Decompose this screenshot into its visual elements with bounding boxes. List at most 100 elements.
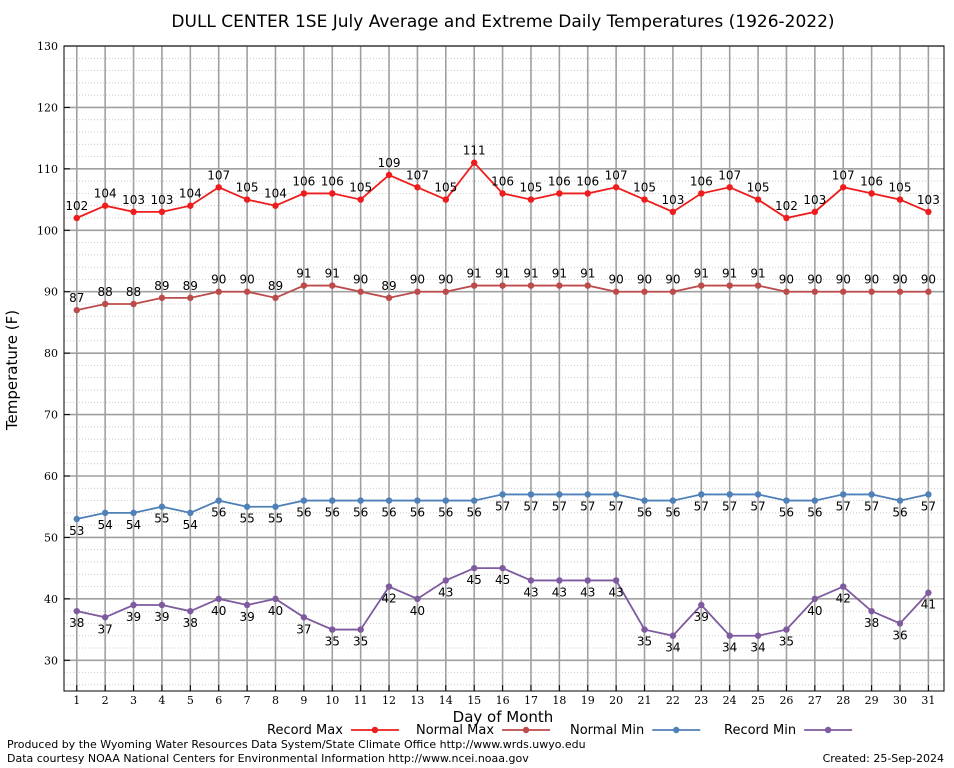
legend: Record Max Normal Max Normal Min Record Min	[267, 723, 853, 738]
data-label: 91	[552, 267, 567, 281]
data-point	[811, 497, 819, 504]
data-label: 34	[722, 641, 737, 655]
x-tick-label: 21	[638, 694, 652, 707]
data-label: 107	[406, 168, 429, 182]
data-point	[329, 282, 336, 289]
data-label: 38	[69, 616, 84, 630]
data-label: 56	[211, 506, 226, 520]
data-label: 103	[150, 193, 173, 207]
data-label: 90	[779, 273, 794, 287]
data-point	[641, 196, 648, 203]
data-label: 55	[239, 512, 254, 526]
data-label: 56	[665, 506, 680, 520]
x-tick-label: 16	[496, 694, 510, 707]
data-point	[101, 614, 109, 621]
data-point	[840, 583, 847, 590]
data-point	[754, 196, 762, 203]
data-point	[357, 497, 364, 504]
y-tick-label: 110	[37, 163, 58, 176]
data-label: 57	[694, 499, 709, 513]
data-label: 90	[353, 273, 368, 287]
data-point	[272, 595, 279, 603]
x-tick-label: 14	[439, 694, 453, 707]
x-tick-label: 10	[325, 694, 339, 707]
data-point	[868, 190, 875, 197]
data-label: 56	[410, 506, 425, 520]
data-point	[840, 288, 847, 295]
data-label: 111	[463, 144, 486, 158]
data-point	[385, 583, 393, 590]
data-label: 45	[467, 573, 482, 587]
data-label: 87	[69, 291, 84, 305]
data-point	[414, 595, 421, 603]
data-point	[101, 509, 109, 517]
x-tick-label: 1	[73, 694, 80, 707]
data-label: 56	[467, 506, 482, 520]
grid	[64, 45, 944, 691]
data-label: 43	[580, 585, 595, 599]
series-group: 102 104 103 103 104 107 105 104 106 106 105 109 107 1…	[65, 144, 940, 655]
data-label: 55	[268, 512, 283, 526]
data-point	[329, 626, 336, 633]
data-point	[726, 282, 733, 289]
x-tick-label: 3	[130, 694, 137, 707]
data-point	[896, 288, 904, 295]
data-label: 90	[836, 273, 851, 287]
data-point	[243, 288, 251, 295]
legend-item: Normal Max	[416, 723, 551, 738]
data-label: 91	[750, 267, 765, 281]
data-label: 56	[807, 506, 822, 520]
x-axis-label: Day of Month	[453, 708, 554, 726]
x-tick-label: 20	[609, 694, 623, 707]
data-label: 42	[381, 592, 396, 606]
data-point	[754, 491, 762, 498]
data-point	[300, 497, 308, 504]
data-point	[811, 288, 819, 295]
x-tick-label: 8	[272, 694, 279, 707]
x-tick-label: 30	[893, 694, 907, 707]
data-label: 104	[94, 187, 117, 201]
data-point	[272, 294, 279, 302]
data-label: 90	[608, 273, 623, 287]
legend-label: Record Min	[724, 723, 796, 738]
data-point	[896, 196, 904, 203]
data-point	[527, 491, 535, 498]
data-point	[499, 282, 506, 289]
data-label: 105	[434, 181, 457, 195]
data-label: 42	[836, 592, 851, 606]
data-point	[698, 282, 705, 289]
data-point	[442, 577, 450, 584]
data-point	[669, 497, 677, 504]
data-point	[73, 214, 80, 222]
data-label: 55	[154, 512, 169, 526]
x-tick-label: 19	[581, 694, 595, 707]
x-tick-label: 18	[552, 694, 566, 707]
data-point	[925, 288, 932, 295]
data-point	[698, 601, 705, 609]
y-axis-label: Temperature (F)	[3, 310, 21, 431]
data-label: 90	[892, 273, 907, 287]
y-tick-label: 130	[37, 40, 58, 53]
data-label: 56	[325, 506, 340, 520]
data-label: 57	[552, 499, 567, 513]
data-label: 91	[523, 267, 538, 281]
data-label: 56	[296, 506, 311, 520]
data-label: 91	[325, 267, 340, 281]
data-label: 56	[892, 506, 907, 520]
data-label: 35	[325, 635, 340, 649]
x-tick-label: 11	[354, 694, 368, 707]
legend-swatch-marker	[371, 726, 379, 734]
data-point	[612, 288, 620, 295]
data-point	[925, 589, 932, 596]
data-label: 39	[154, 610, 169, 624]
data-point	[385, 294, 393, 302]
data-label: 104	[264, 187, 287, 201]
data-point	[527, 577, 535, 584]
x-tick-label: 24	[723, 694, 737, 707]
data-point	[641, 626, 648, 633]
data-label: 90	[637, 273, 652, 287]
x-tick-label: 4	[158, 694, 165, 707]
data-point	[385, 171, 393, 179]
data-point	[783, 497, 790, 504]
